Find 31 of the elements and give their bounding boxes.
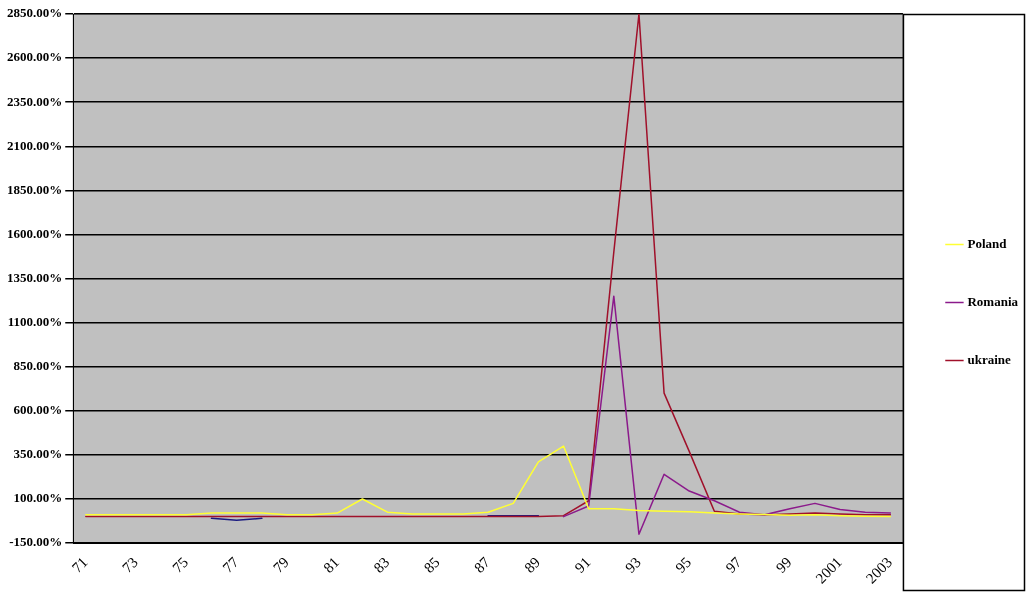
- x-tick-label: 71: [68, 554, 91, 576]
- x-tick-label: 99: [772, 554, 795, 576]
- legend-label: Poland: [967, 235, 1008, 251]
- y-tick-label: 1100.00%: [7, 313, 63, 329]
- x-tick-label: 77: [219, 553, 242, 576]
- x-tick-label: 93: [621, 554, 644, 576]
- x-tick-label: 87: [471, 553, 494, 576]
- y-tick-label: 2350.00%: [7, 93, 63, 109]
- y-tick-label: 350.00%: [13, 446, 63, 462]
- y-tick-label: -150.00%: [9, 534, 63, 550]
- x-tick-label: 81: [320, 554, 343, 576]
- y-tick-label: 850.00%: [13, 358, 63, 374]
- y-tick-label: 2850.00%: [7, 5, 63, 21]
- y-tick-label: 1850.00%: [7, 181, 63, 197]
- y-tick-label: 2100.00%: [7, 137, 63, 153]
- x-tick-label: 97: [722, 553, 745, 576]
- x-tick-label: 89: [521, 554, 544, 576]
- x-tick-label: 73: [119, 554, 142, 576]
- x-tick-label: 83: [370, 554, 393, 576]
- x-tick-label: 85: [420, 554, 443, 576]
- y-tick-label: 100.00%: [13, 490, 63, 506]
- x-tick-label: 75: [169, 554, 192, 576]
- y-tick-label: 600.00%: [13, 402, 63, 418]
- y-tick-label: 1600.00%: [7, 225, 63, 241]
- x-tick-label: 79: [269, 554, 292, 576]
- x-tick-label: 91: [571, 554, 594, 576]
- legend-label: ukraine: [967, 351, 1012, 367]
- legend-label: Romania: [967, 293, 1019, 309]
- x-tick-label: 95: [672, 554, 695, 576]
- y-tick-label: 1350.00%: [7, 269, 63, 285]
- y-tick-label: 2600.00%: [7, 49, 63, 65]
